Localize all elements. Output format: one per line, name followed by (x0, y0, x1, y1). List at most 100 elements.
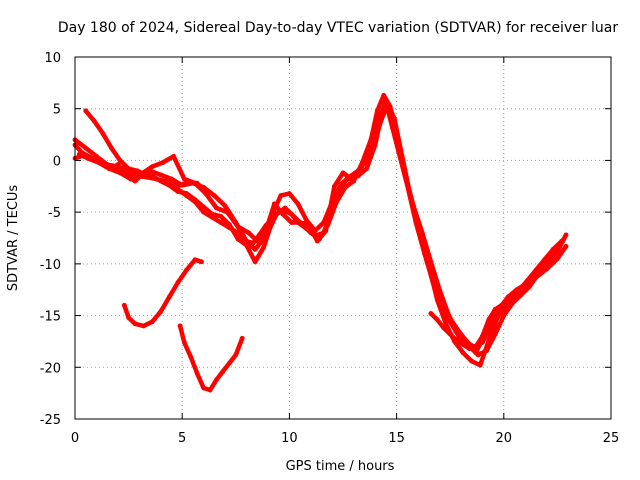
y-tick-label: -25 (40, 413, 61, 428)
data-point (175, 280, 181, 285)
data-point (422, 251, 427, 256)
data-point (169, 176, 174, 182)
data-point (332, 183, 337, 189)
x-tick-label: 20 (496, 431, 513, 446)
data-point (524, 280, 530, 285)
data-point (226, 222, 232, 227)
data-point (295, 201, 301, 207)
y-tick-label: -10 (40, 258, 61, 273)
data-point (252, 259, 258, 265)
series-line-arc-8 (428, 280, 530, 351)
data-point (184, 191, 189, 196)
x-tick-label: 15 (388, 431, 405, 446)
data-point (501, 313, 507, 318)
data-point (306, 222, 312, 227)
data-point (555, 249, 560, 254)
data-point (261, 244, 267, 250)
data-point (374, 108, 380, 114)
data-point (91, 118, 97, 124)
data-point (94, 153, 99, 159)
data-point (254, 238, 260, 244)
data-point (267, 225, 273, 231)
data-point (479, 333, 485, 339)
data-point (166, 294, 172, 300)
data-point (563, 243, 569, 249)
data-point (381, 92, 387, 98)
data-point (175, 189, 181, 194)
data-point (184, 267, 189, 273)
data-point (186, 179, 192, 185)
data-point (460, 350, 466, 356)
data-point (81, 152, 86, 158)
x-tick-label: 10 (281, 431, 298, 446)
data-point (512, 292, 517, 298)
axis-ticks: 0 5 10 15 20 25 -25 -20 -15 -10 -5 0 5 10 (40, 51, 620, 446)
data-point (434, 317, 440, 323)
data-point (246, 230, 252, 236)
data-point (404, 182, 410, 188)
data-point (334, 199, 339, 205)
data-point (98, 161, 104, 166)
data-point (224, 209, 230, 215)
data-point (413, 220, 419, 225)
data-point (181, 176, 187, 182)
data-point (389, 124, 395, 130)
data-point (89, 156, 95, 162)
data-point (203, 189, 209, 194)
data-point (126, 315, 131, 321)
data-point (372, 137, 378, 143)
y-tick-label: -20 (40, 361, 61, 376)
data-point (447, 319, 453, 325)
data-point (158, 309, 164, 314)
data-point (171, 153, 177, 159)
x-tick-label: 0 (71, 431, 79, 446)
data-point (235, 224, 241, 230)
data-point (192, 257, 198, 263)
data-point (201, 204, 207, 210)
data-point (143, 172, 149, 178)
data-point (364, 166, 369, 172)
data-point (447, 331, 453, 337)
data-point (454, 337, 460, 343)
y-tick-label: -15 (40, 310, 61, 325)
data-point (126, 166, 131, 172)
data-point (518, 288, 524, 294)
data-point (226, 360, 232, 366)
data-point (149, 319, 155, 325)
x-axis-label: GPS time / hours (286, 459, 395, 474)
y-axis-label: SDTVAR / TECUs (6, 185, 21, 292)
data-point (308, 230, 314, 236)
data-point (473, 350, 479, 356)
data-point (289, 220, 294, 225)
y-tick-label: 10 (44, 51, 61, 66)
data-point (222, 203, 228, 209)
data-point (443, 321, 449, 327)
data-point (177, 323, 183, 329)
data-point (244, 242, 249, 248)
data-point (132, 321, 138, 327)
data-point (235, 236, 241, 242)
plot-frame (74, 56, 612, 420)
data-point (441, 325, 447, 331)
data-point (209, 211, 215, 217)
data-point (207, 387, 213, 393)
data-point (563, 232, 569, 238)
data-point (325, 222, 331, 227)
data-point (486, 317, 492, 323)
data-point (181, 340, 187, 345)
data-point (149, 164, 155, 170)
data-point (194, 371, 200, 376)
data-point (220, 369, 226, 374)
data-point (456, 333, 462, 339)
data-point (218, 220, 224, 225)
data-point (134, 168, 140, 174)
data-point (211, 193, 217, 198)
data-point (106, 166, 112, 172)
data-point (160, 178, 166, 184)
data-point (492, 306, 498, 312)
data-point (473, 344, 479, 349)
data-point (117, 158, 123, 163)
data-point (124, 173, 129, 179)
data-point (383, 100, 389, 105)
data-point (252, 246, 258, 252)
